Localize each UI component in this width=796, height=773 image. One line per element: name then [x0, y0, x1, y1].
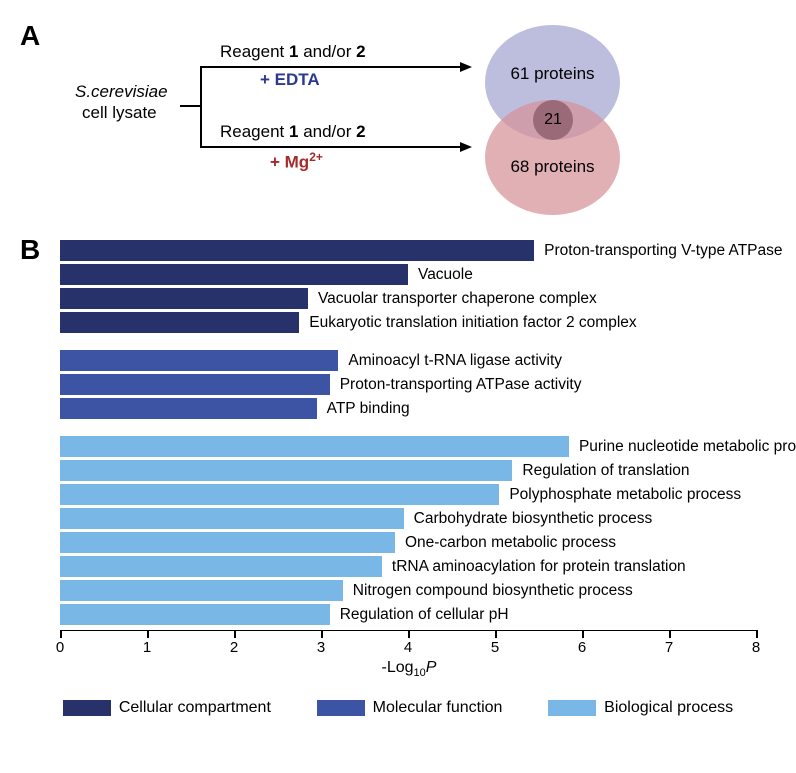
bar	[60, 532, 395, 553]
x-axis: -Log10P 012345678	[60, 630, 758, 681]
bar-row: Regulation of translation	[60, 460, 760, 482]
x-tick-label: 8	[752, 639, 760, 656]
x-tick-label: 0	[56, 639, 64, 656]
x-tick	[321, 631, 323, 638]
bar	[60, 312, 299, 333]
x-tick	[669, 631, 671, 638]
bar-row: ATP binding	[60, 398, 760, 420]
panel-a: A S.cerevisiae cell lysate Reagent 1 and…	[20, 20, 776, 220]
top-reagent-line: Reagent 1 and/or 2	[220, 42, 366, 62]
bar-label: Proton-transporting ATPase activity	[340, 376, 582, 394]
x-tick	[234, 631, 236, 638]
venn-bottom-text: 68 proteins	[510, 157, 594, 177]
x-axis-title: -Log10P	[382, 659, 437, 679]
bar-label: Carbohydrate biosynthetic process	[414, 510, 653, 528]
legend-item: Biological process	[548, 699, 733, 717]
bar-row: Vacuolar transporter chaperone complex	[60, 288, 760, 310]
bar	[60, 436, 569, 457]
legend-item: Molecular function	[317, 699, 503, 717]
bar-row: Regulation of cellular pH	[60, 604, 760, 626]
venn-overlap: 21	[533, 100, 573, 140]
venn-top-text: 61 proteins	[510, 64, 594, 84]
bar-label: tRNA aminoacylation for protein translat…	[392, 558, 686, 576]
bar-row: Purine nucleotide metabolic process	[60, 436, 760, 458]
legend-swatch	[63, 700, 111, 716]
bar	[60, 508, 404, 529]
bar-row: Nitrogen compound biosynthetic process	[60, 580, 760, 602]
bar-row: Carbohydrate biosynthetic process	[60, 508, 760, 530]
venn-overlap-text: 21	[544, 111, 562, 129]
x-tick	[756, 631, 758, 638]
bar-label: Eukaryotic translation initiation factor…	[309, 314, 636, 332]
bar-row: One-carbon metabolic process	[60, 532, 760, 554]
panel-a-label: A	[20, 20, 40, 52]
legend-swatch	[548, 700, 596, 716]
panel-b-label: B	[20, 234, 40, 266]
bar	[60, 240, 534, 261]
bar	[60, 288, 308, 309]
bar-row: Aminoacyl t-RNA ligase activity	[60, 350, 760, 372]
bar	[60, 460, 512, 481]
bar	[60, 556, 382, 577]
bar-label: Aminoacyl t-RNA ligase activity	[348, 352, 562, 370]
bar-row: Vacuole	[60, 264, 760, 286]
source-line1: S.cerevisiae	[75, 82, 168, 102]
top-condition: + EDTA	[260, 70, 320, 90]
x-tick	[60, 631, 62, 638]
bar-label: Regulation of translation	[522, 462, 689, 480]
bar-row: Eukaryotic translation initiation factor…	[60, 312, 760, 334]
panel-b: B Proton-transporting V-type ATPaseVacuo…	[20, 240, 776, 717]
legend-swatch	[317, 700, 365, 716]
bar-label: ATP binding	[327, 400, 410, 418]
bar-chart: Proton-transporting V-type ATPase Vacuole…	[60, 240, 760, 681]
x-tick-label: 3	[317, 639, 325, 656]
bar-row: Proton-transporting ATPase activity	[60, 374, 760, 396]
legend-text: Cellular compartment	[119, 699, 271, 717]
bar	[60, 484, 499, 505]
x-tick-label: 1	[143, 639, 151, 656]
bar-label: Vacuolar transporter chaperone complex	[318, 290, 597, 308]
x-tick-label: 4	[404, 639, 412, 656]
x-tick-label: 5	[491, 639, 499, 656]
bar-row: tRNA aminoacylation for protein translat…	[60, 556, 760, 578]
legend: Cellular compartment Molecular function Bi…	[20, 699, 776, 717]
bottom-condition: + Mg2+	[270, 150, 323, 173]
legend-item: Cellular compartment	[63, 699, 271, 717]
bottom-reagent-line: Reagent 1 and/or 2	[220, 122, 366, 142]
bar-label: Nitrogen compound biosynthetic process	[353, 582, 633, 600]
bar	[60, 398, 317, 419]
bar-row: Polyphosphate metabolic process	[60, 484, 760, 506]
legend-text: Molecular function	[373, 699, 503, 717]
bar-label: Vacuole	[418, 266, 473, 284]
x-tick	[495, 631, 497, 638]
bar	[60, 604, 330, 625]
bar-label: Proton-transporting V-type ATPase	[544, 242, 782, 260]
bar-row: Proton-transporting V-type ATPase	[60, 240, 760, 262]
bar-label: Purine nucleotide metabolic process	[579, 438, 796, 456]
x-tick	[408, 631, 410, 638]
bar-label: Regulation of cellular pH	[340, 606, 509, 624]
x-tick-label: 7	[665, 639, 673, 656]
bar-label: Polyphosphate metabolic process	[509, 486, 741, 504]
x-tick	[147, 631, 149, 638]
bar-label: One-carbon metabolic process	[405, 534, 616, 552]
bar	[60, 374, 330, 395]
x-tick	[582, 631, 584, 638]
bar	[60, 350, 338, 371]
source-line2: cell lysate	[82, 103, 157, 123]
bar	[60, 264, 408, 285]
x-tick-label: 6	[578, 639, 586, 656]
x-tick-label: 2	[230, 639, 238, 656]
bar	[60, 580, 343, 601]
legend-text: Biological process	[604, 699, 733, 717]
